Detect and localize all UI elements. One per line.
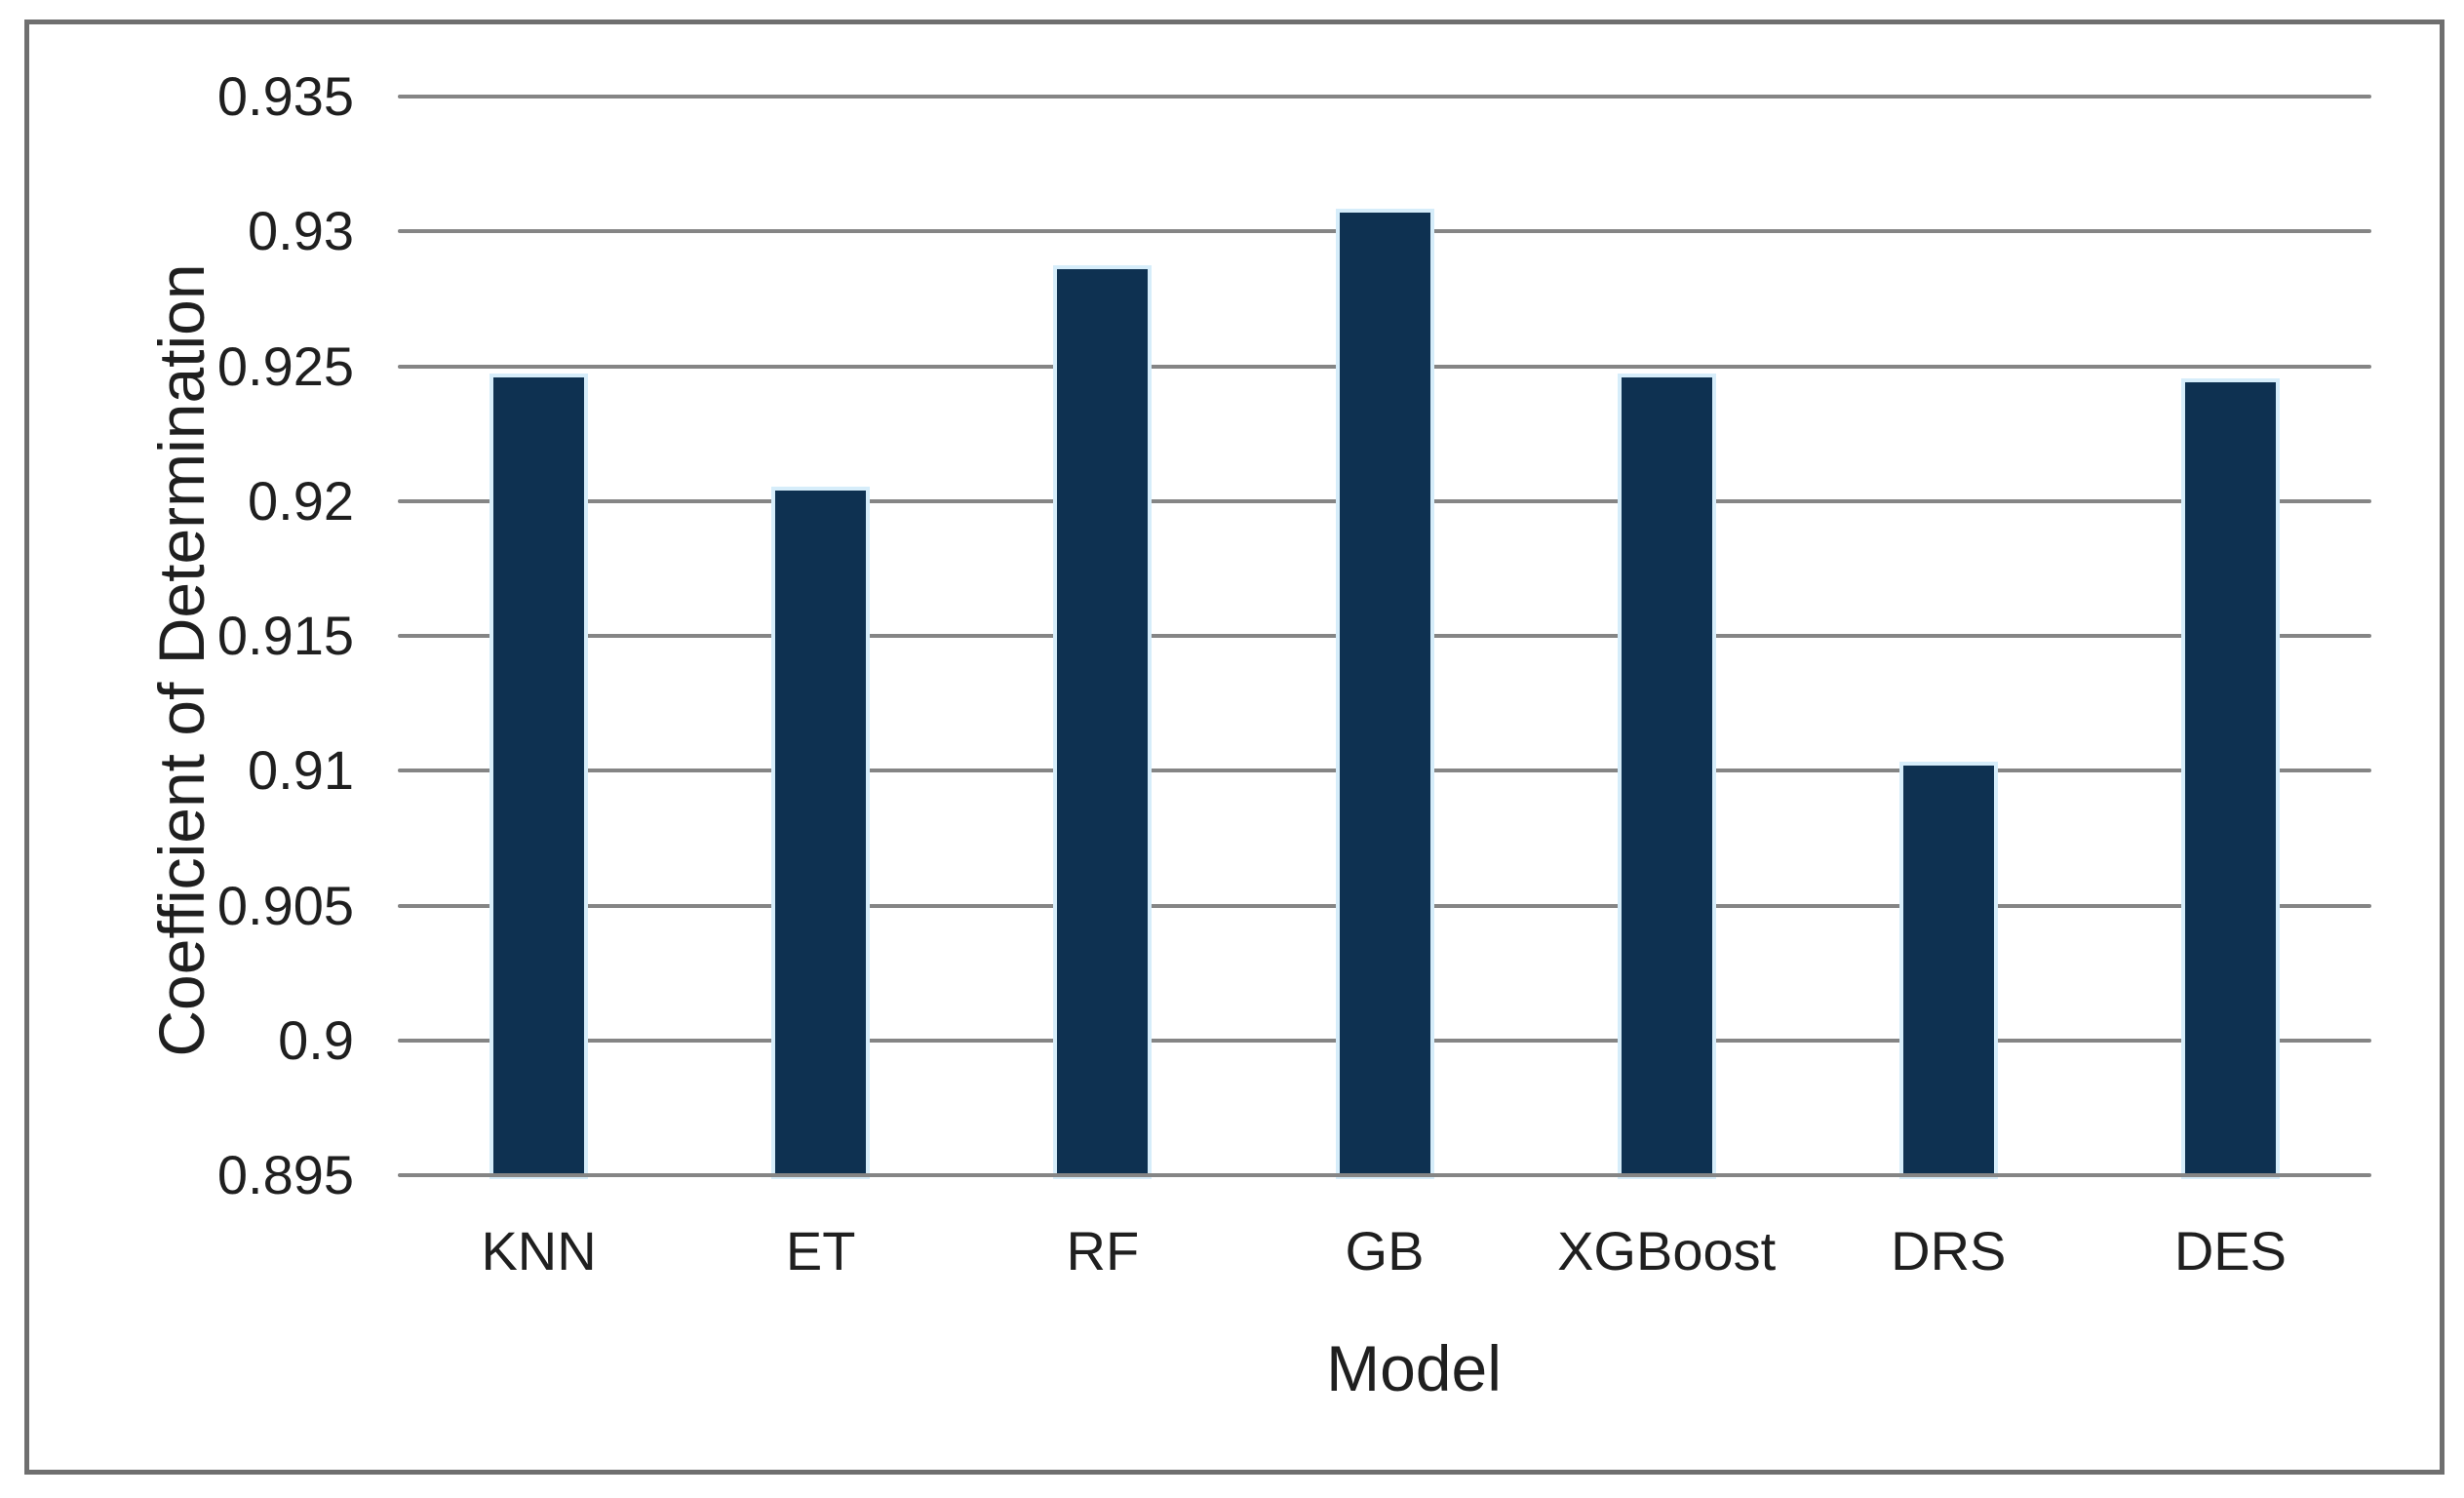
- figure-border: Coefficient of Determination Model: [24, 20, 2444, 1475]
- x-category-label: DRS: [1891, 1220, 2007, 1281]
- x-category-label: DES: [2173, 1220, 2287, 1281]
- x-axis-title: Model: [1326, 1332, 1502, 1404]
- y-tick-label: 0.925: [216, 335, 354, 397]
- x-category-label: ET: [785, 1220, 856, 1281]
- bar-xgboost: [1621, 376, 1712, 1175]
- y-tick-label: 0.93: [248, 200, 354, 262]
- y-axis-title: Coefficient of Determination: [145, 263, 217, 1057]
- gridline: [398, 95, 2371, 99]
- x-category-label: RF: [1066, 1220, 1140, 1281]
- x-category-label: XGBoost: [1557, 1220, 1777, 1281]
- y-tick-label: 0.91: [248, 739, 354, 802]
- plot-area: [398, 95, 2371, 1177]
- x-category-label: KNN: [481, 1220, 597, 1281]
- bar-gb: [1339, 212, 1430, 1175]
- x-axis-line: [398, 1173, 2371, 1177]
- bar-knn: [493, 376, 585, 1175]
- bar-et: [775, 490, 867, 1175]
- bar-des: [2184, 382, 2276, 1175]
- bar-drs: [1902, 765, 1994, 1175]
- y-tick-label: 0.895: [216, 1144, 354, 1205]
- y-tick-label: 0.9: [278, 1008, 354, 1071]
- y-tick-label: 0.935: [216, 65, 354, 127]
- y-tick-label: 0.92: [248, 469, 354, 532]
- y-tick-label: 0.915: [216, 605, 354, 666]
- bar-rf: [1057, 268, 1149, 1175]
- y-tick-label: 0.905: [216, 874, 354, 936]
- x-category-label: GB: [1345, 1220, 1425, 1281]
